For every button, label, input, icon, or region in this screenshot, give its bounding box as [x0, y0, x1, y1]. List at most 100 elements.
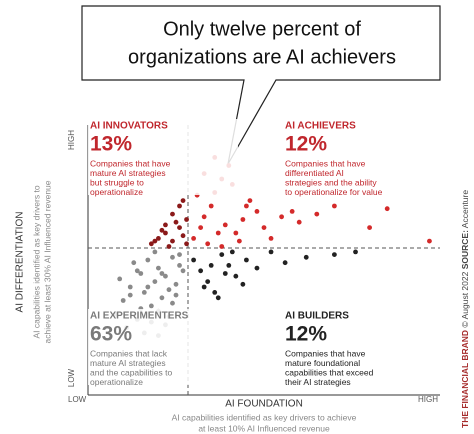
point — [134, 268, 140, 274]
point — [226, 263, 232, 268]
point — [229, 249, 235, 255]
point — [215, 230, 221, 236]
point — [145, 284, 151, 290]
point — [127, 284, 133, 290]
point — [332, 252, 337, 257]
point — [219, 244, 225, 249]
x-label: AI FOUNDATION — [225, 399, 303, 410]
y-label: AI DIFFERENTIATION — [15, 212, 26, 313]
point — [152, 238, 158, 244]
point — [303, 254, 309, 260]
point — [201, 214, 207, 220]
quadrant-share: 13% — [90, 133, 132, 156]
point — [236, 238, 242, 244]
point — [120, 298, 126, 303]
point — [173, 292, 179, 298]
point — [289, 209, 295, 214]
point — [180, 198, 186, 204]
point — [212, 290, 218, 295]
point — [152, 279, 158, 284]
point — [201, 284, 207, 290]
point — [314, 211, 320, 217]
point — [148, 241, 154, 247]
quadrant-description: but struggle to — [90, 177, 144, 187]
point — [159, 295, 165, 301]
point — [163, 222, 168, 228]
chart-title: Only twelve percent of — [163, 18, 361, 40]
point — [127, 292, 133, 298]
point — [170, 300, 175, 306]
point — [222, 222, 228, 228]
point — [240, 217, 246, 222]
quadrant-description: strategies and the ability — [285, 177, 377, 187]
credit-date: © August 2022 — [460, 271, 470, 327]
quadrant-description: mature AI strategies — [90, 168, 166, 178]
credit-source-label: SOURCE: — [460, 230, 470, 269]
credit-source: Accenture — [460, 190, 470, 229]
point — [156, 265, 161, 271]
point — [163, 230, 168, 236]
point — [156, 236, 161, 241]
point — [254, 265, 260, 271]
x-sublabel: at least 10% AI Influenced revenue — [198, 423, 330, 433]
label-bg — [88, 309, 238, 385]
point — [148, 303, 154, 309]
point — [254, 209, 260, 214]
x-end: LOW — [68, 395, 87, 404]
point — [173, 219, 179, 225]
credit-brand: THE FINANCIAL BRAND — [460, 330, 470, 428]
quadrant-description: Companies that have — [285, 348, 366, 358]
point — [180, 233, 186, 239]
point — [384, 206, 390, 212]
quadrant-share: 12% — [285, 133, 327, 156]
point — [208, 263, 214, 268]
x-end: HIGH — [418, 395, 438, 404]
point — [205, 279, 211, 284]
quadrant-description: operationalize — [90, 187, 143, 197]
quadrant-description: operationalize — [90, 377, 143, 387]
quadrant-description: and the capabilities to — [90, 367, 172, 377]
point — [208, 203, 214, 209]
y-end: LOW — [67, 368, 76, 387]
point — [152, 249, 158, 255]
chart-title: organizations are AI achievers — [128, 46, 396, 68]
point — [177, 225, 182, 231]
quadrant-description: capabilities that exceed — [285, 367, 374, 377]
point — [166, 287, 172, 293]
point — [184, 217, 189, 222]
point — [233, 273, 239, 279]
point — [159, 271, 165, 276]
quadrant-share: 63% — [90, 323, 132, 346]
quadrant-description: their AI strategies — [285, 377, 351, 387]
point — [282, 260, 288, 266]
speech-bubble — [81, 5, 441, 165]
quadrant-description: Companies that lack — [90, 348, 168, 358]
point — [141, 290, 147, 295]
point — [191, 236, 197, 241]
y-end: HIGH — [67, 130, 76, 150]
label-bg — [283, 309, 433, 385]
point — [353, 249, 358, 255]
point — [219, 252, 225, 257]
label-bg — [88, 119, 238, 195]
point — [268, 249, 274, 255]
point — [198, 268, 204, 274]
quadrant-name: AI INNOVATORS — [90, 121, 168, 132]
point — [170, 211, 175, 217]
point — [138, 271, 144, 276]
point — [177, 203, 182, 209]
quadrant-description: mature foundational — [285, 358, 360, 368]
point — [427, 238, 432, 244]
point — [233, 230, 239, 236]
point — [166, 244, 172, 249]
point — [177, 263, 182, 268]
point — [117, 276, 123, 282]
label-bg — [283, 119, 433, 195]
point — [159, 227, 165, 233]
point — [215, 295, 221, 301]
y-sublabel: achieve at least 30% AI Influenced reven… — [42, 180, 52, 343]
quadrant-description: mature AI strategies — [90, 358, 166, 368]
point — [296, 219, 302, 225]
quadrant-description: to operationalize for value — [285, 187, 383, 197]
